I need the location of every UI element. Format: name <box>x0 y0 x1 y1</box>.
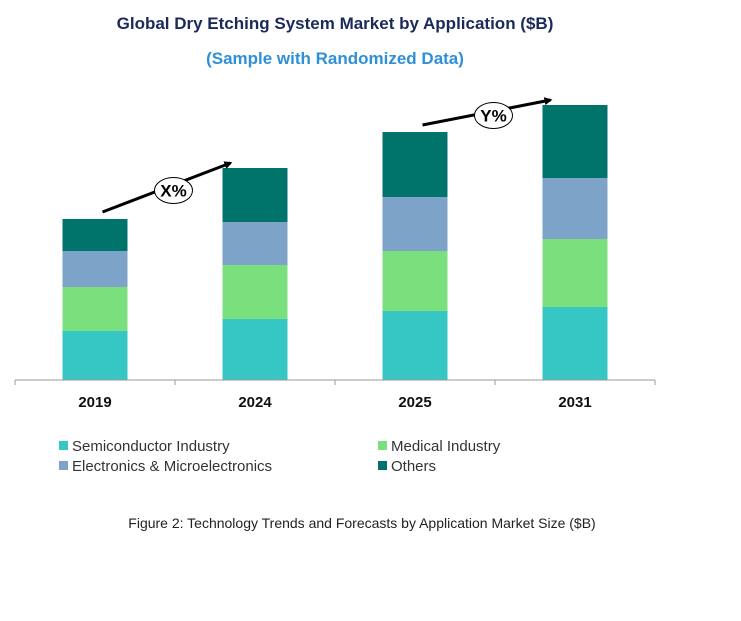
figure-caption: Figure 2: Technology Trends and Forecast… <box>128 515 595 531</box>
bar-segment-2024-electronics-microelectronics <box>222 222 288 265</box>
chart-title: Global Dry Etching System Market by Appl… <box>117 14 554 33</box>
bars-group <box>62 105 608 380</box>
legend-swatch <box>378 441 387 450</box>
bar-segment-2019-semiconductor-industry <box>62 331 128 380</box>
bar-segment-2019-electronics-microelectronics <box>62 251 128 287</box>
bar-segment-2031-semiconductor-industry <box>542 307 608 380</box>
legend-label: Medical Industry <box>391 438 501 455</box>
growth-annotations: X% Y% <box>101 97 553 214</box>
bar-segment-2031-medical-industry <box>542 239 608 307</box>
chart-subtitle: (Sample with Randomized Data) <box>206 49 464 68</box>
bar-segment-2031-electronics-microelectronics <box>542 178 608 239</box>
x-tick-label: 2019 <box>78 394 111 411</box>
legend-swatch <box>59 461 68 470</box>
bar-segment-2019-medical-industry <box>62 287 128 331</box>
bar-segment-2024-medical-industry <box>222 265 288 319</box>
growth-label-bubble <box>154 177 193 204</box>
bar-segment-2024-others <box>222 168 288 222</box>
bar-segment-2031-others <box>542 105 608 178</box>
growth-label: Y% <box>480 107 506 126</box>
bar-segment-2019-others <box>62 219 128 251</box>
growth-label-bubble <box>474 102 513 129</box>
bar-segment-2025-others <box>382 132 448 197</box>
x-tick-label: 2025 <box>398 394 431 411</box>
x-tick-label: 2031 <box>558 394 591 411</box>
bar-segment-2025-semiconductor-industry <box>382 311 448 380</box>
x-axis-ticks: 2019 2024 2025 2031 <box>14 380 656 411</box>
legend-label: Others <box>391 458 436 475</box>
legend-swatch <box>378 461 387 470</box>
legend-label: Electronics & Microelectronics <box>72 458 272 475</box>
bar-segment-2025-medical-industry <box>382 251 448 311</box>
legend: Semiconductor Industry Medical Industry El… <box>59 438 501 475</box>
growth-label: X% <box>160 182 186 201</box>
legend-swatch <box>59 441 68 450</box>
bar-segment-2025-electronics-microelectronics <box>382 197 448 251</box>
x-tick-label: 2024 <box>238 394 272 411</box>
bar-segment-2024-semiconductor-industry <box>222 319 288 380</box>
legend-label: Semiconductor Industry <box>72 438 230 455</box>
